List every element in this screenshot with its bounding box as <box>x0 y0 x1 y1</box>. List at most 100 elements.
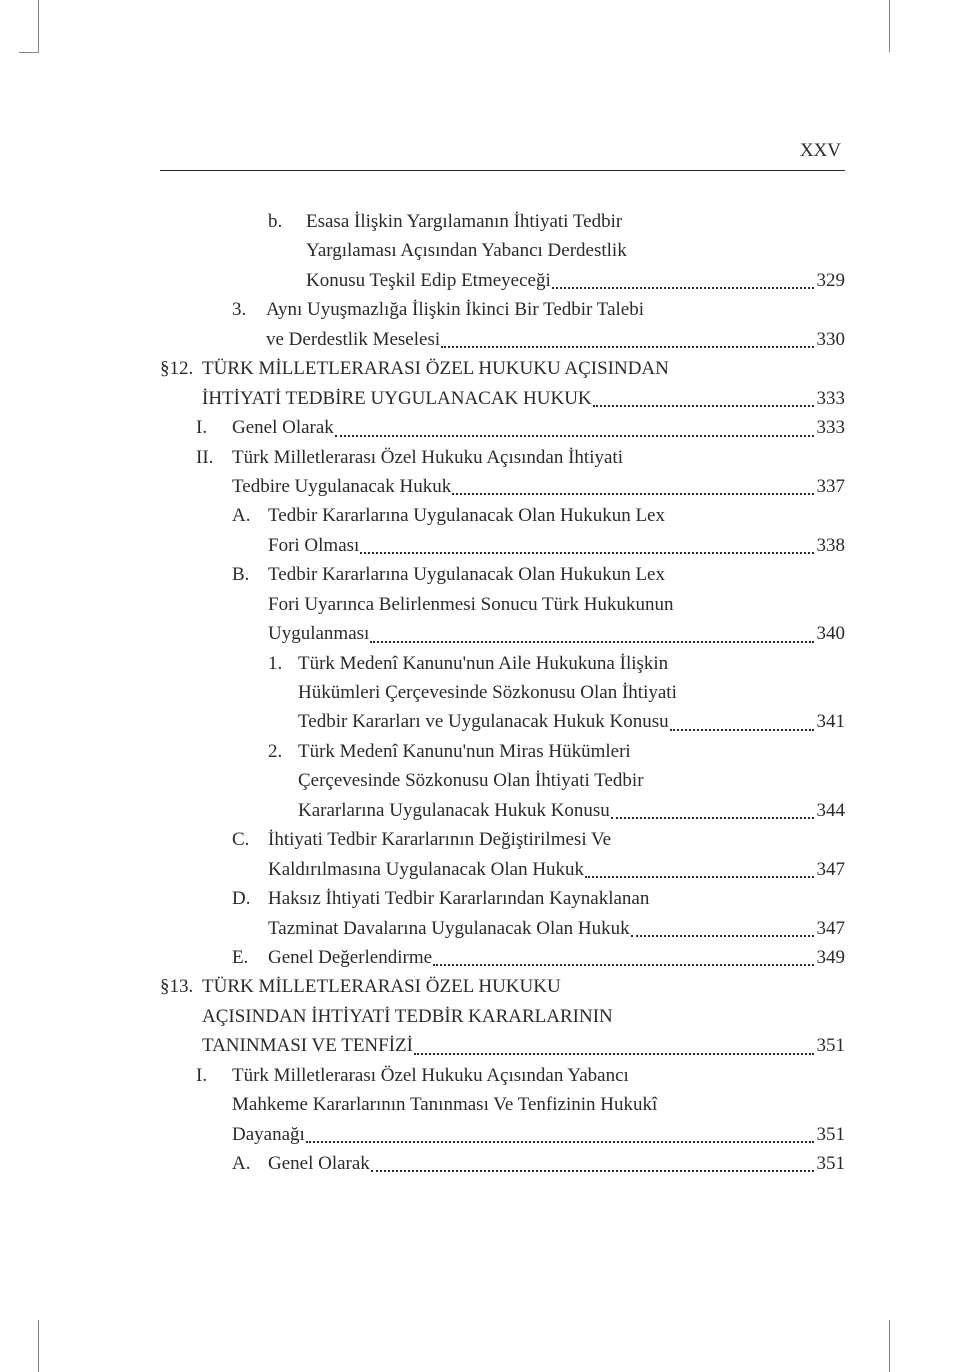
toc-entry-page: 347 <box>815 855 846 884</box>
toc-entry-text: Genel Değerlendirme <box>268 943 432 972</box>
toc-entry-page: 330 <box>815 325 846 354</box>
toc-entry-page: 337 <box>815 472 846 501</box>
toc-entry-text: TANINMASI VE TENFİZİ <box>202 1031 413 1060</box>
toc-entry-last-line: I.Genel Olarak 333 <box>196 413 845 442</box>
toc-entry-page: 341 <box>815 707 846 736</box>
toc-leader-dots <box>335 435 814 437</box>
toc-entry: §12.TÜRK MİLLETLERARASI ÖZEL HUKUKU AÇIS… <box>160 354 845 413</box>
toc-entry-text: Tedbire Uygulanacak Hukuk <box>232 472 451 501</box>
toc-entry-line: §12.TÜRK MİLLETLERARASI ÖZEL HUKUKU AÇIS… <box>160 354 845 383</box>
toc-entry: II.Türk Milletlerarası Özel Hukuku Açısı… <box>160 443 845 502</box>
toc-entry-page: 344 <box>815 796 846 825</box>
toc-entry-label: 3. <box>232 295 266 324</box>
toc-entry-text: Mahkeme Kararlarının Tanınması Ve Tenfiz… <box>232 1094 657 1115</box>
toc-leader-dots <box>552 287 814 289</box>
toc-entry-text: Kararlarına Uygulanacak Hukuk Konusu <box>298 796 610 825</box>
toc-entry: A.Tedbir Kararlarına Uygulanacak Olan Hu… <box>160 501 845 560</box>
toc-entry-page: 351 <box>815 1149 846 1178</box>
toc-entry-last-line: Konusu Teşkil Edip Etmeyeceği 329 <box>268 266 845 295</box>
toc-entry-line: Mahkeme Kararlarının Tanınması Ve Tenfiz… <box>196 1090 845 1119</box>
toc-entry-line: Yargılaması Açısından Yabancı Derdestlik <box>268 236 845 265</box>
toc-entry-text: Kaldırılmasına Uygulanacak Olan Hukuk <box>268 855 584 884</box>
toc-entry-line: C.İhtiyati Tedbir Kararlarının Değiştiri… <box>232 825 845 854</box>
toc-entry-text: Uygulanması <box>268 619 369 648</box>
toc-entry-label: C. <box>232 825 268 854</box>
toc-entry-last-line: ve Derdestlik Meselesi 330 <box>232 325 845 354</box>
toc-leader-dots <box>414 1053 814 1055</box>
crop-mark-bottom-right <box>889 1320 890 1372</box>
toc-entry-last-line: Dayanağı351 <box>196 1120 845 1149</box>
toc-leader-dots <box>670 729 814 731</box>
toc-entry-text: TÜRK MİLLETLERARASI ÖZEL HUKUKU AÇISINDA… <box>202 358 669 379</box>
toc-entry-line: II.Türk Milletlerarası Özel Hukuku Açısı… <box>196 443 845 472</box>
toc-entry-text: Tazminat Davalarına Uygulanacak Olan Huk… <box>268 914 630 943</box>
toc-entry-line: 3.Aynı Uyuşmazlığa İlişkin İkinci Bir Te… <box>232 295 845 324</box>
table-of-contents: b.Esasa İlişkin Yargılamanın İhtiyati Te… <box>160 207 845 1178</box>
toc-entry-line: §13.TÜRK MİLLETLERARASI ÖZEL HUKUKU <box>160 972 845 1001</box>
toc-entry-last-line: Uygulanması340 <box>232 619 845 648</box>
toc-entry-page: 333 <box>815 384 846 413</box>
toc-entry: C.İhtiyati Tedbir Kararlarının Değiştiri… <box>160 825 845 884</box>
toc-entry-line: Çerçevesinde Sözkonusu Olan İhtiyati Ted… <box>268 766 845 795</box>
toc-entry-line: A.Tedbir Kararlarına Uygulanacak Olan Hu… <box>232 501 845 530</box>
toc-leader-dots <box>452 493 813 495</box>
toc-entry-text: Dayanağı <box>232 1120 305 1149</box>
toc-entry-line: D.Haksız İhtiyati Tedbir Kararlarından K… <box>232 884 845 913</box>
toc-entry-text: Konusu Teşkil Edip Etmeyeceği <box>306 266 551 295</box>
toc-entry-text: Genel Olarak <box>268 1149 370 1178</box>
toc-entry: I.Genel Olarak 333 <box>160 413 845 442</box>
toc-entry-label: A. <box>232 1149 268 1178</box>
toc-entry-label: II. <box>196 443 232 472</box>
toc-entry: I.Türk Milletlerarası Özel Hukuku Açısın… <box>160 1061 845 1149</box>
toc-entry-page: 338 <box>815 531 846 560</box>
toc-entry-text: TÜRK MİLLETLERARASI ÖZEL HUKUKU <box>202 976 561 997</box>
toc-entry-text: İHTİYATİ TEDBİRE UYGULANACAK HUKUK <box>202 384 592 413</box>
toc-entry: D.Haksız İhtiyati Tedbir Kararlarından K… <box>160 884 845 943</box>
toc-entry-last-line: İHTİYATİ TEDBİRE UYGULANACAK HUKUK 333 <box>160 384 845 413</box>
toc-entry: 1.Türk Medenî Kanunu'nun Aile Hukukuna İ… <box>160 649 845 737</box>
toc-leader-dots <box>611 817 814 819</box>
toc-entry-line: B.Tedbir Kararlarına Uygulanacak Olan Hu… <box>232 560 845 589</box>
toc-entry-text: Türk Medenî Kanunu'nun Miras Hükümleri <box>298 741 631 762</box>
toc-entry: E.Genel Değerlendirme 349 <box>160 943 845 972</box>
header-rule <box>160 170 845 171</box>
toc-entry-last-line: Kaldırılmasına Uygulanacak Olan Hukuk 34… <box>232 855 845 884</box>
toc-entry-line: 2.Türk Medenî Kanunu'nun Miras Hükümleri <box>268 737 845 766</box>
toc-entry-label: §13. <box>160 972 202 1001</box>
toc-entry-label: b. <box>268 207 306 236</box>
toc-entry-label: §12. <box>160 354 202 383</box>
toc-entry-line: 1.Türk Medenî Kanunu'nun Aile Hukukuna İ… <box>268 649 845 678</box>
toc-entry: §13.TÜRK MİLLETLERARASI ÖZEL HUKUKU AÇIS… <box>160 972 845 1060</box>
toc-entry-line: b.Esasa İlişkin Yargılamanın İhtiyati Te… <box>268 207 845 236</box>
toc-entry: A.Genel Olarak 351 <box>160 1149 845 1178</box>
toc-entry-text: Fori Olması <box>268 531 359 560</box>
toc-entry-page: 349 <box>815 943 846 972</box>
toc-entry-label: 2. <box>268 737 298 766</box>
toc-entry-last-line: Tedbire Uygulanacak Hukuk 337 <box>196 472 845 501</box>
toc-entry: 3.Aynı Uyuşmazlığa İlişkin İkinci Bir Te… <box>160 295 845 354</box>
toc-entry-text: AÇISINDAN İHTİYATİ TEDBİR KARARLARININ <box>202 1006 613 1027</box>
crop-mark-top-left <box>38 0 39 52</box>
toc-entry-line: Hükümleri Çerçevesinde Sözkonusu Olan İh… <box>268 678 845 707</box>
toc-entry-label: B. <box>232 560 268 589</box>
toc-entry-last-line: Tedbir Kararları ve Uygulanacak Hukuk Ko… <box>268 707 845 736</box>
toc-entry-label: A. <box>232 501 268 530</box>
toc-leader-dots <box>360 552 813 554</box>
toc-entry-text: Yargılaması Açısından Yabancı Derdestlik <box>306 240 627 261</box>
toc-entry-label: E. <box>232 943 268 972</box>
toc-entry-last-line: TANINMASI VE TENFİZİ 351 <box>160 1031 845 1060</box>
toc-entry-text: Haksız İhtiyati Tedbir Kararlarından Kay… <box>268 888 649 909</box>
toc-entry: b.Esasa İlişkin Yargılamanın İhtiyati Te… <box>160 207 845 295</box>
toc-entry-last-line: E.Genel Değerlendirme 349 <box>232 943 845 972</box>
toc-leader-dots <box>593 405 814 407</box>
toc-entry-text: Aynı Uyuşmazlığa İlişkin İkinci Bir Tedb… <box>266 299 644 320</box>
toc-entry-page: 347 <box>815 914 846 943</box>
toc-entry-text: ve Derdestlik Meselesi <box>266 325 440 354</box>
toc-entry-line: Fori Uyarınca Belirlenmesi Sonucu Türk H… <box>232 590 845 619</box>
toc-entry-label: I. <box>196 413 232 442</box>
toc-entry: B.Tedbir Kararlarına Uygulanacak Olan Hu… <box>160 560 845 648</box>
toc-entry-text: Genel Olarak <box>232 413 334 442</box>
page-number: XXV <box>160 140 845 162</box>
toc-entry-text: Hükümleri Çerçevesinde Sözkonusu Olan İh… <box>298 682 677 703</box>
toc-entry-page: 329 <box>815 266 846 295</box>
